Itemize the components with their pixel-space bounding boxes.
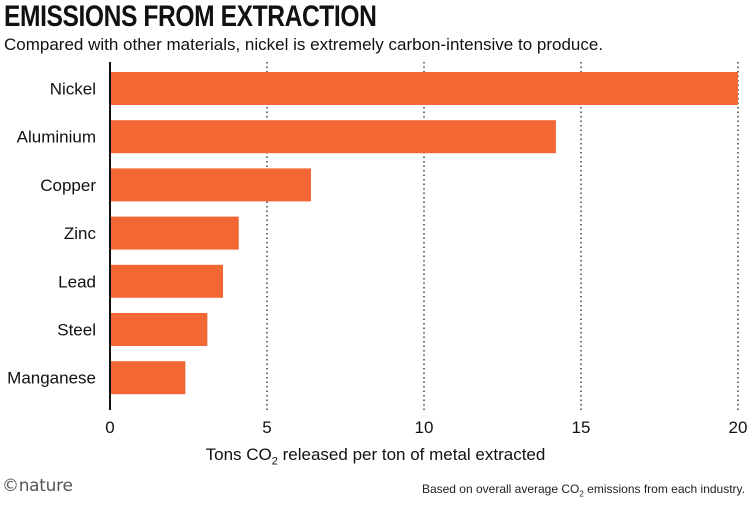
category-label-steel: Steel: [57, 321, 96, 340]
bar-copper: [110, 168, 311, 202]
x-tick-label: 5: [262, 418, 271, 437]
x-tick-label: 10: [415, 418, 434, 437]
bar-aluminium: [110, 120, 556, 154]
bar-manganese: [110, 361, 186, 395]
bar-lead: [110, 264, 224, 298]
chart-title: EMISSIONS FROM EXTRACTION: [4, 0, 377, 33]
category-label-lead: Lead: [58, 272, 96, 291]
category-label-aluminium: Aluminium: [17, 128, 96, 147]
bars: [110, 72, 738, 395]
x-axis-label-before: Tons CO: [205, 445, 272, 464]
x-tick-label: 15: [572, 418, 591, 437]
x-tick-labels: 0 5 10 15 20: [105, 418, 747, 437]
category-label-nickel: Nickel: [50, 80, 96, 99]
source-note-before: Based on overall average CO: [421, 482, 580, 496]
category-label-manganese: Manganese: [7, 369, 96, 388]
x-axis-label: Tons CO2 released per ton of metal extra…: [0, 445, 751, 467]
chart-subtitle: Compared with other materials, nickel is…: [4, 35, 604, 54]
bar-steel: [110, 313, 208, 346]
bar-nickel: [110, 72, 738, 105]
x-axis-label-after: released per ton of metal extracted: [277, 445, 546, 464]
x-tick-label: 20: [729, 418, 748, 437]
bar-zinc: [110, 216, 239, 250]
source-note-after: emissions from each industry.: [583, 482, 745, 496]
x-tick-label: 0: [105, 418, 114, 437]
category-labels: Nickel Aluminium Copper Zinc Lead Steel Mangan…: [7, 80, 96, 388]
bar-chart: Nickel Aluminium Copper Zinc Lead Steel Mangan…: [7, 62, 747, 437]
category-label-copper: Copper: [40, 176, 96, 195]
source-note: Based on overall average CO2 emissions f…: [422, 482, 745, 498]
category-label-zinc: Zinc: [64, 224, 97, 243]
nature-logo: ©nature: [2, 476, 73, 496]
source-note-sub: 2: [579, 489, 584, 499]
grid-lines: [266, 62, 739, 410]
x-axis-label-sub: 2: [271, 455, 278, 468]
